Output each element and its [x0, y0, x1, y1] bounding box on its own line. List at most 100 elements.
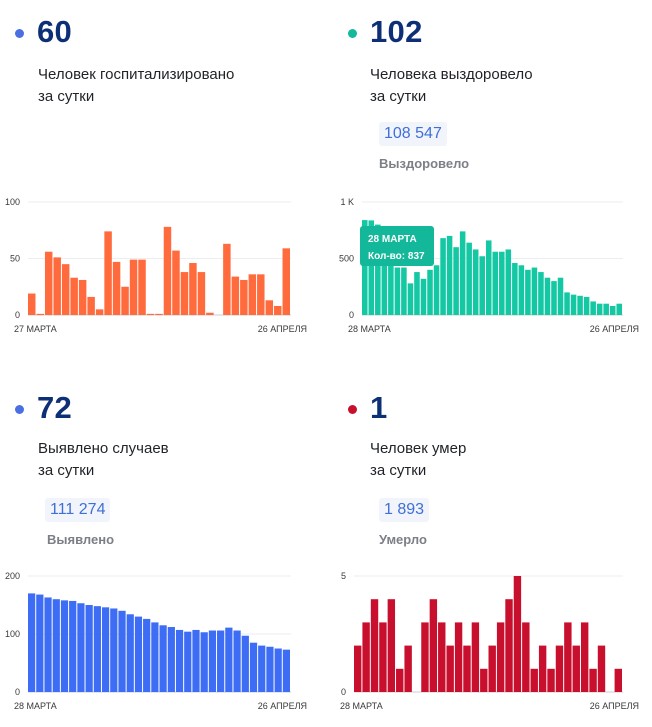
- bar[interactable]: [44, 251, 53, 315]
- bar[interactable]: [589, 668, 597, 692]
- bar[interactable]: [538, 272, 544, 315]
- bar[interactable]: [488, 645, 496, 692]
- bar[interactable]: [530, 668, 538, 692]
- bar[interactable]: [453, 247, 459, 315]
- bar[interactable]: [61, 264, 70, 315]
- bar[interactable]: [421, 622, 429, 692]
- bar[interactable]: [206, 312, 214, 315]
- bar[interactable]: [146, 313, 155, 315]
- bar[interactable]: [60, 600, 69, 692]
- bar[interactable]: [172, 250, 180, 315]
- bar[interactable]: [200, 632, 208, 692]
- bar[interactable]: [217, 630, 225, 692]
- bar[interactable]: [85, 605, 93, 692]
- bar[interactable]: [241, 635, 249, 692]
- bar[interactable]: [104, 231, 112, 315]
- bar[interactable]: [496, 622, 505, 692]
- bar[interactable]: [387, 599, 396, 692]
- bar[interactable]: [225, 627, 233, 692]
- bar[interactable]: [375, 224, 381, 315]
- bar[interactable]: [609, 305, 616, 315]
- bar[interactable]: [438, 622, 446, 692]
- bar[interactable]: [479, 256, 485, 315]
- bar[interactable]: [126, 614, 134, 692]
- bar[interactable]: [603, 303, 609, 315]
- bar[interactable]: [440, 238, 446, 315]
- bar[interactable]: [274, 648, 282, 693]
- bar[interactable]: [184, 631, 192, 692]
- bar[interactable]: [167, 627, 175, 692]
- bar[interactable]: [95, 309, 104, 315]
- bar[interactable]: [433, 265, 440, 315]
- bar[interactable]: [525, 269, 531, 315]
- bar[interactable]: [231, 276, 240, 315]
- bar[interactable]: [189, 263, 197, 315]
- bar[interactable]: [28, 593, 36, 692]
- bar[interactable]: [134, 616, 143, 692]
- bar[interactable]: [282, 649, 290, 692]
- bar[interactable]: [208, 630, 217, 692]
- bar[interactable]: [551, 281, 557, 315]
- bar[interactable]: [69, 600, 77, 692]
- bar[interactable]: [180, 272, 189, 315]
- bar[interactable]: [531, 267, 538, 315]
- bar[interactable]: [112, 261, 121, 315]
- bar[interactable]: [223, 243, 231, 315]
- bar[interactable]: [258, 645, 266, 692]
- bar[interactable]: [163, 226, 172, 315]
- bar[interactable]: [466, 242, 472, 315]
- bar[interactable]: [121, 286, 129, 315]
- bar[interactable]: [499, 251, 505, 315]
- bar[interactable]: [427, 269, 433, 315]
- bar[interactable]: [614, 668, 622, 692]
- bar[interactable]: [404, 645, 412, 692]
- bar[interactable]: [159, 625, 167, 692]
- bar[interactable]: [414, 272, 420, 315]
- bar[interactable]: [36, 313, 44, 315]
- bar[interactable]: [396, 668, 404, 692]
- bar[interactable]: [557, 277, 564, 315]
- bar[interactable]: [538, 645, 547, 692]
- bar[interactable]: [420, 278, 427, 315]
- bar[interactable]: [138, 259, 146, 315]
- bar[interactable]: [580, 622, 589, 692]
- bar[interactable]: [577, 295, 583, 315]
- bar[interactable]: [518, 265, 525, 315]
- bar[interactable]: [480, 668, 488, 692]
- bar[interactable]: [471, 622, 480, 692]
- bar[interactable]: [44, 597, 52, 692]
- bar[interactable]: [459, 231, 466, 315]
- bar[interactable]: [564, 622, 572, 692]
- bar[interactable]: [463, 645, 471, 692]
- bar[interactable]: [512, 263, 518, 315]
- bar[interactable]: [77, 603, 85, 692]
- bar[interactable]: [590, 301, 596, 315]
- bar[interactable]: [547, 668, 555, 692]
- bar[interactable]: [101, 607, 110, 692]
- bar[interactable]: [401, 267, 407, 315]
- bar[interactable]: [240, 279, 248, 315]
- bar[interactable]: [407, 283, 414, 315]
- bar[interactable]: [446, 235, 453, 315]
- bar[interactable]: [265, 300, 274, 315]
- bar[interactable]: [454, 622, 463, 692]
- bar[interactable]: [93, 606, 101, 692]
- bar[interactable]: [492, 251, 499, 315]
- bar[interactable]: [192, 629, 200, 692]
- bar[interactable]: [564, 292, 570, 315]
- bar[interactable]: [175, 629, 184, 692]
- bar[interactable]: [555, 645, 564, 692]
- bar[interactable]: [597, 645, 606, 692]
- bar[interactable]: [248, 274, 257, 315]
- bar[interactable]: [616, 303, 623, 315]
- bar[interactable]: [429, 599, 438, 692]
- bar[interactable]: [370, 599, 379, 692]
- bar[interactable]: [596, 303, 603, 315]
- bar[interactable]: [28, 293, 36, 315]
- bar[interactable]: [381, 229, 388, 315]
- bar[interactable]: [446, 645, 454, 692]
- bar[interactable]: [53, 257, 61, 315]
- bar[interactable]: [570, 294, 577, 315]
- bar[interactable]: [249, 642, 258, 692]
- bar[interactable]: [472, 249, 479, 315]
